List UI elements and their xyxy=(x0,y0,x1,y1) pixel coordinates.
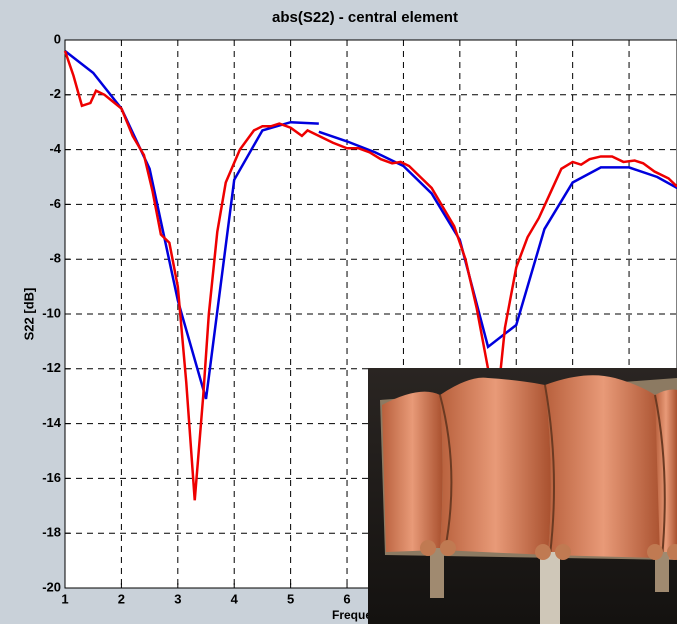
y-tick-label: -6 xyxy=(49,196,61,211)
chart-title: abs(S22) - central element xyxy=(272,9,458,26)
y-tick-label: -14 xyxy=(42,415,62,430)
y-tick-label: 0 xyxy=(54,31,61,46)
x-tick-label: 4 xyxy=(231,591,239,606)
lines xyxy=(63,49,677,501)
y-tick-label: -18 xyxy=(42,525,61,540)
series-line xyxy=(63,50,677,501)
photo xyxy=(368,368,677,624)
x-tick-label: 3 xyxy=(174,591,181,606)
series-line xyxy=(64,49,677,400)
x-tick-label: 1 xyxy=(61,591,68,606)
y-tick-label: -16 xyxy=(42,470,61,485)
y-axis-label: S22 [dB] xyxy=(21,288,36,341)
y-tick-label: -8 xyxy=(49,251,61,266)
y-tick-label: -12 xyxy=(42,360,61,375)
x-tick-label: 6 xyxy=(343,591,350,606)
y-tick-label: -20 xyxy=(42,579,61,594)
y-tick-label: -10 xyxy=(42,305,61,320)
x-tick-label: 5 xyxy=(287,591,294,606)
y-tick-label: -4 xyxy=(49,141,61,156)
x-tick-label: 2 xyxy=(118,591,125,606)
y-tick-label: -2 xyxy=(49,86,61,101)
